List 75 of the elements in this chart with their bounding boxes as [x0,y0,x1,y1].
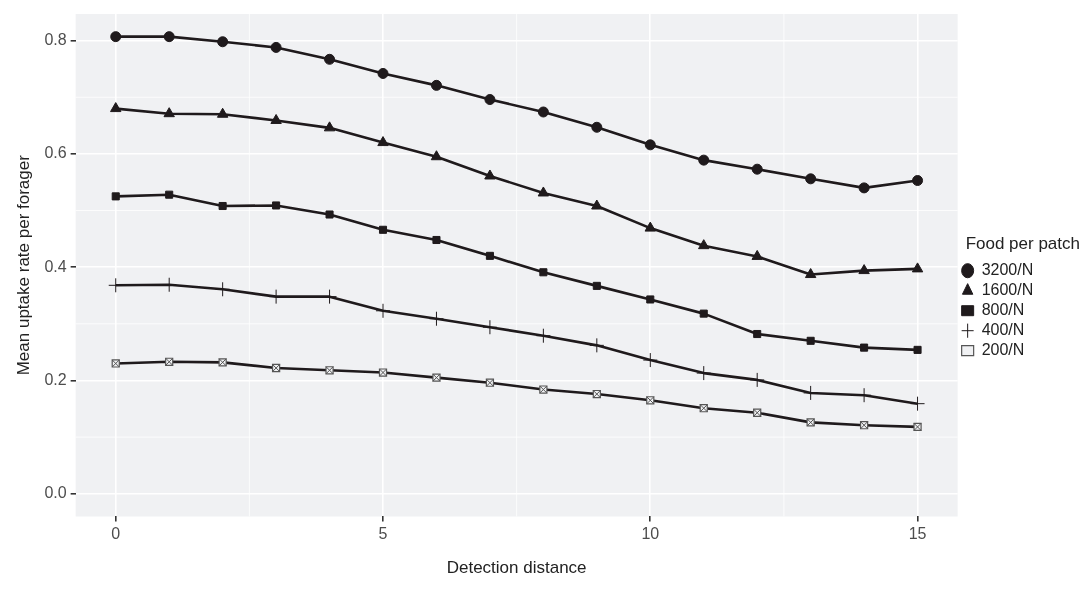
x-tick-label: 15 [908,525,927,543]
point [696,365,712,381]
point [324,53,336,65]
point [163,31,175,43]
point [217,36,229,48]
point [642,352,658,368]
y-axis-title: Mean uptake rate per forager [13,154,33,376]
point [378,225,388,234]
point [537,186,550,197]
point [430,79,442,91]
point [428,311,444,327]
x-tick-label: 10 [641,525,660,543]
point [482,319,498,335]
point [323,121,336,132]
point [912,175,924,187]
y-tick-label: 0.2 [44,370,67,388]
point [911,262,924,273]
x-axis-title: Detection distance [446,558,587,578]
point [270,41,282,53]
point [592,281,601,290]
point [751,249,763,260]
point [218,201,227,211]
point [270,113,282,124]
point [484,169,496,180]
point [860,343,869,352]
point [806,336,815,345]
point [430,150,443,161]
x-tick-label: 0 [111,525,121,543]
legend-label: 400/N [981,321,1025,339]
point [485,251,494,260]
point [110,102,122,113]
point [110,31,122,43]
point [591,121,603,133]
point [165,190,174,199]
legend-label: 800/N [981,301,1025,319]
point [432,235,441,245]
point [325,210,334,219]
point [591,199,603,210]
point [698,154,710,166]
point [698,239,710,250]
point [377,67,389,79]
point [216,107,229,118]
point [910,396,926,412]
point [753,329,762,339]
point [375,303,391,319]
point [749,372,765,388]
point [644,221,656,232]
point [858,264,870,275]
y-tick-label: 0.6 [44,144,67,162]
point [858,182,870,194]
legend-label: 1600/N [981,281,1034,299]
point [644,139,656,151]
point [699,309,708,318]
x-tick-label: 5 [378,525,388,543]
point [163,107,175,118]
y-tick-label: 0.0 [44,484,67,502]
point [111,192,120,201]
legend-label: 200/N [981,341,1025,359]
point [539,268,548,277]
y-tick-label: 0.4 [44,257,67,275]
point [646,295,655,304]
point [804,268,817,279]
point [484,94,496,106]
point [589,337,605,353]
point [377,136,389,147]
legend-title: Food per patch [965,234,1080,254]
point [913,345,922,354]
point [272,201,281,210]
point [215,281,231,297]
legend-label: 3200/N [981,261,1034,279]
point [805,173,817,185]
point [751,163,763,175]
point [535,328,551,344]
y-tick-label: 0.8 [44,31,67,49]
point [537,106,549,118]
